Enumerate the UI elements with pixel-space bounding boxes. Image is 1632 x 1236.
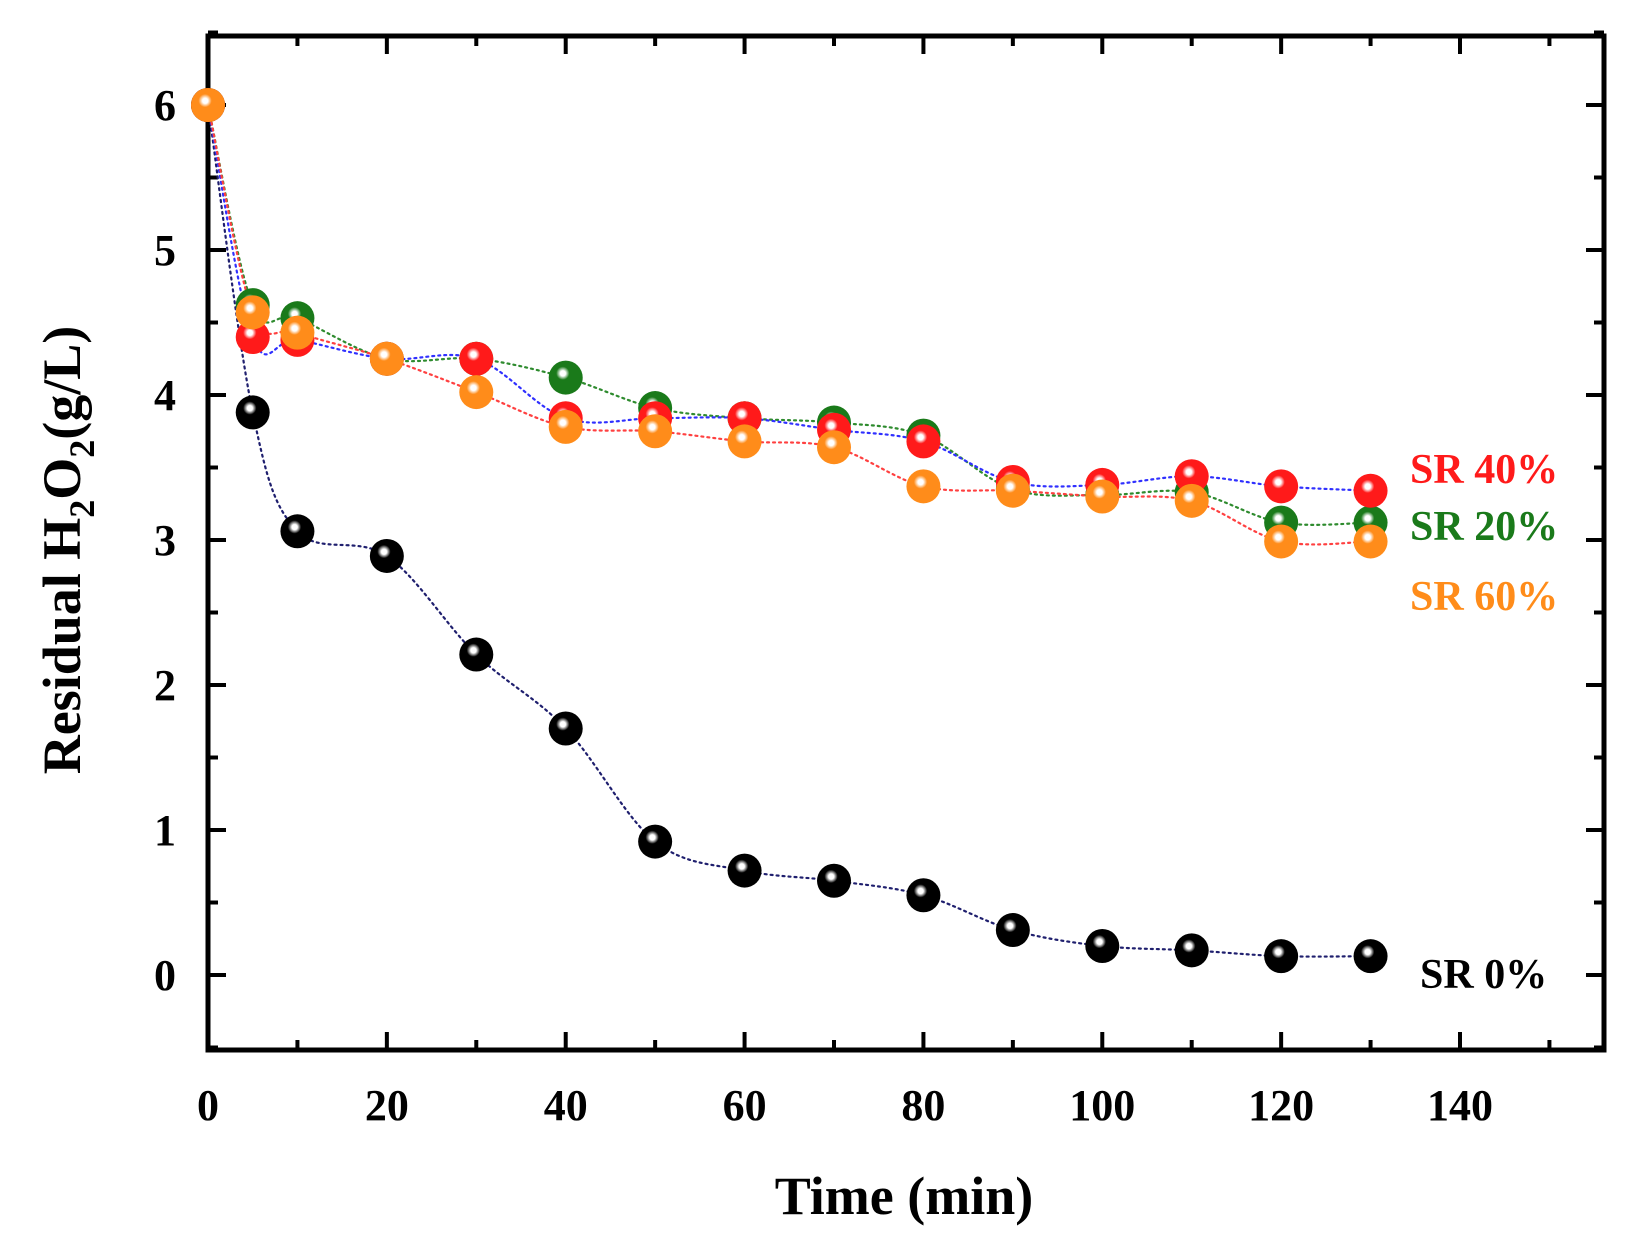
plot-frame [205,33,1607,1053]
data-point-sr-40- [459,341,494,376]
data-point-sr-60- [1085,479,1120,514]
data-point-sr-0- [369,538,404,573]
data-point-sr-40- [1174,459,1209,494]
y-tick-label: 2 [154,661,176,710]
x-tick-label: 60 [723,1081,767,1130]
data-point-sr-60- [459,375,494,410]
series-lines [206,103,1372,958]
annotation-sr-60: SR 60% [1410,574,1558,620]
data-point-sr-0- [235,395,270,430]
data-point-sr-0- [548,711,583,746]
series-line-sr-0- [206,103,1372,958]
y-axis-title-suffix: (g/L) [32,326,92,440]
data-point-sr-0- [1353,939,1388,974]
x-tick-label: 20 [365,1081,409,1130]
data-point-sr-0- [1264,939,1299,974]
annotation-sr-20: SR 20% [1410,504,1558,550]
data-point-sr-40- [906,424,941,459]
data-point-sr-0- [280,514,315,549]
data-point-sr-60- [727,424,762,459]
data-point-sr-0- [817,863,851,898]
x-tick-label: 100 [1069,1081,1135,1130]
series-line-sr-40- [206,103,1372,492]
y-axis-title-sub1: 2 [62,500,102,518]
data-point-sr-0- [906,878,941,913]
x-tick-label: 40 [544,1081,588,1130]
data-point-sr-60- [369,341,404,376]
y-axis-title-middle: O [32,458,92,500]
y-tick-label: 0 [154,951,176,1000]
data-point-sr-0- [995,913,1030,948]
data-point-sr-60- [1174,483,1209,518]
data-point-sr-60- [906,469,941,504]
annotation-sr-0: SR 0% [1420,952,1547,998]
data-point-sr-60- [638,414,673,449]
series-points [191,88,1388,974]
data-point-sr-0- [638,824,673,859]
annotation-sr-40: SR 40% [1410,447,1558,493]
tick-labels: 0 20 40 60 80 100 120 140 0 1 2 3 4 5 6 [154,81,1493,1130]
data-point-sr-0- [1085,929,1120,963]
x-tick-label: 140 [1427,1081,1493,1130]
data-point-sr-60- [1264,524,1299,559]
data-point-sr-60- [817,430,851,465]
y-tick-label: 3 [154,516,176,565]
y-tick-label: 4 [154,371,176,420]
data-point-sr-0- [727,853,762,888]
x-tick-label: 120 [1248,1081,1314,1130]
x-axis-title: Time (min) [775,1166,1033,1226]
data-point-sr-60- [280,315,315,350]
data-point-sr-20- [548,360,583,395]
data-point-sr-60- [191,88,225,122]
y-tick-label: 5 [154,226,176,275]
data-point-sr-40- [1264,469,1299,504]
tick-layer [206,30,1604,1050]
data-point-sr-60- [995,473,1030,508]
y-axis-title-prefix: Residual H [32,518,92,775]
data-point-sr-60- [235,295,270,330]
data-point-sr-40- [1353,473,1388,508]
data-point-sr-0- [459,637,494,672]
y-tick-label: 1 [154,806,176,855]
data-point-sr-60- [1353,524,1388,559]
data-point-sr-40- [235,320,270,354]
x-tick-label: 80 [901,1081,945,1130]
y-axis-title-sub2: 2 [62,440,102,458]
x-tick-label: 0 [197,1081,219,1130]
data-point-sr-0- [1174,933,1209,968]
y-tick-label: 6 [154,81,176,130]
data-point-sr-60- [548,409,583,444]
y-axis-title: Residual H2O2(g/L) [32,326,102,775]
